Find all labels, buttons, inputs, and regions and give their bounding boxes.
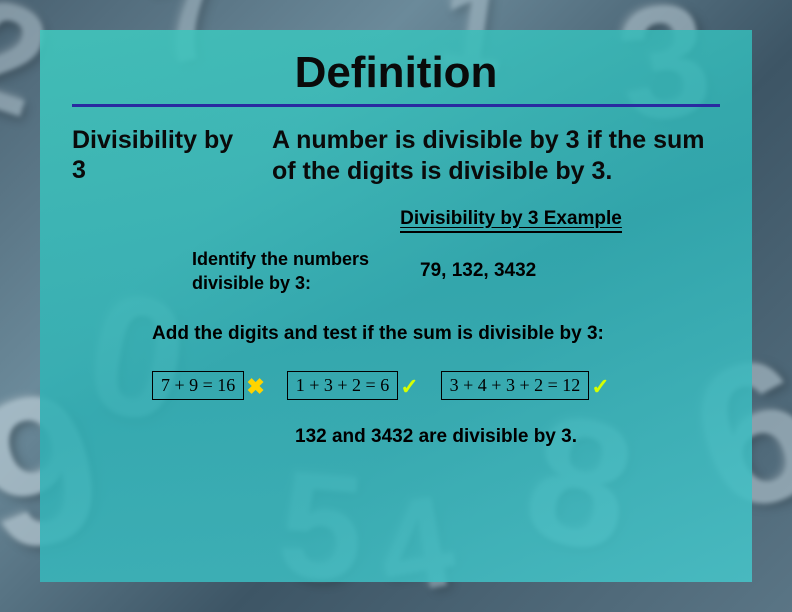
calc-item: 3 + 4 + 3 + 2 = 12✓	[441, 371, 610, 400]
check-icon: ✓	[591, 376, 609, 398]
calc-box: 7 + 9 = 16	[152, 371, 244, 400]
example-heading: Divisibility by 3 Example	[400, 208, 622, 233]
calc-item: 7 + 9 = 16✖	[152, 371, 265, 400]
calc-box: 3 + 4 + 3 + 2 = 12	[441, 371, 590, 400]
example-conclusion: 132 and 3432 are divisible by 3.	[152, 426, 720, 448]
calc-box: 1 + 3 + 2 = 6	[287, 371, 398, 400]
identify-row: Identify the numbers divisible by 3: 79,…	[192, 247, 720, 296]
panel-title: Definition	[72, 48, 720, 104]
identify-label: Identify the numbers divisible by 3:	[192, 247, 392, 296]
calc-item: 1 + 3 + 2 = 6✓	[287, 371, 419, 400]
cross-icon: ✖	[246, 376, 264, 398]
example-area: Divisibility by 3 Example Identify the n…	[72, 208, 720, 449]
definition-description: A number is divisible by 3 if the sum of…	[272, 125, 720, 188]
identify-numbers: 79, 132, 3432	[420, 260, 536, 282]
definition-panel: Definition Divisibility by 3 A number is…	[40, 30, 752, 582]
title-rule	[72, 104, 720, 107]
example-instruction: Add the digits and test if the sum is di…	[152, 323, 720, 345]
calculations-row: 7 + 9 = 16✖1 + 3 + 2 = 6✓3 + 4 + 3 + 2 =…	[152, 371, 720, 400]
definition-row: Divisibility by 3 A number is divisible …	[72, 125, 720, 188]
definition-term: Divisibility by 3	[72, 125, 242, 188]
check-icon: ✓	[400, 376, 418, 398]
